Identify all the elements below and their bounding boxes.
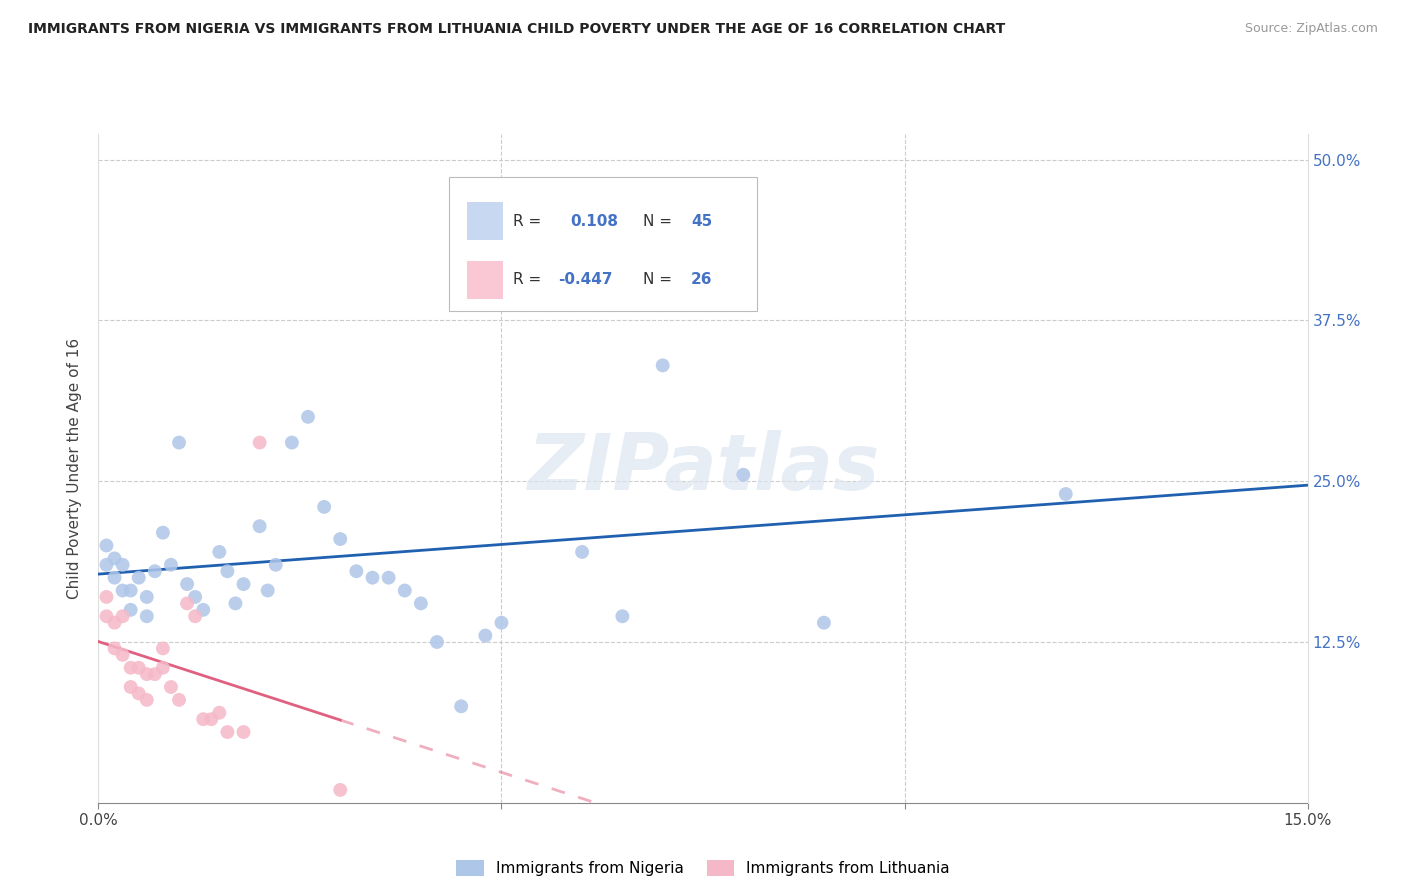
Point [176, 577, 198, 591]
Text: N =: N = [643, 214, 672, 229]
Point [200, 712, 222, 726]
Point [297, 409, 319, 424]
Point [184, 609, 207, 624]
Point [733, 467, 755, 482]
Point [256, 583, 278, 598]
Point [530, 243, 553, 257]
Point [361, 571, 384, 585]
Point [111, 609, 134, 624]
Point [193, 712, 215, 726]
Point [450, 699, 472, 714]
Text: -0.447: -0.447 [558, 272, 613, 287]
Point [96, 609, 118, 624]
Point [232, 725, 254, 739]
Point [1054, 487, 1077, 501]
Point [103, 551, 125, 566]
Point [249, 435, 271, 450]
Point [128, 686, 150, 700]
Legend: Immigrants from Nigeria, Immigrants from Lithuania: Immigrants from Nigeria, Immigrants from… [450, 854, 956, 882]
Point [135, 667, 157, 681]
Point [217, 564, 239, 578]
Point [249, 519, 271, 533]
Point [120, 603, 142, 617]
Point [571, 545, 593, 559]
Point [160, 680, 183, 694]
Point [208, 706, 231, 720]
Point [232, 577, 254, 591]
Point [176, 596, 198, 610]
Text: ZIPatlas: ZIPatlas [527, 430, 879, 507]
Point [96, 539, 118, 553]
Point [377, 571, 399, 585]
Point [96, 558, 118, 572]
Point [152, 661, 174, 675]
Point [264, 558, 287, 572]
Point [491, 615, 513, 630]
Point [184, 590, 207, 604]
Text: IMMIGRANTS FROM NIGERIA VS IMMIGRANTS FROM LITHUANIA CHILD POVERTY UNDER THE AGE: IMMIGRANTS FROM NIGERIA VS IMMIGRANTS FR… [28, 22, 1005, 37]
Point [128, 661, 150, 675]
Point [96, 590, 118, 604]
Point [128, 571, 150, 585]
Text: 45: 45 [690, 214, 713, 229]
Point [120, 583, 142, 598]
Point [474, 628, 496, 642]
Point [281, 435, 304, 450]
Text: R =: R = [513, 214, 541, 229]
Point [103, 641, 125, 656]
Point [394, 583, 416, 598]
Text: R =: R = [513, 272, 541, 287]
Point [143, 564, 166, 578]
Point [426, 635, 449, 649]
Text: Source: ZipAtlas.com: Source: ZipAtlas.com [1244, 22, 1378, 36]
Point [409, 596, 432, 610]
Point [143, 667, 166, 681]
Point [103, 615, 125, 630]
Point [135, 590, 157, 604]
Point [111, 648, 134, 662]
Point [120, 680, 142, 694]
FancyBboxPatch shape [467, 260, 503, 299]
Point [651, 359, 673, 373]
Point [217, 725, 239, 739]
Point [111, 583, 134, 598]
Point [329, 532, 352, 546]
FancyBboxPatch shape [449, 178, 758, 311]
Point [152, 525, 174, 540]
Point [160, 558, 183, 572]
Point [344, 564, 367, 578]
Point [329, 783, 352, 797]
Text: N =: N = [643, 272, 672, 287]
Point [208, 545, 231, 559]
Point [103, 571, 125, 585]
Text: 26: 26 [690, 272, 713, 287]
Point [135, 609, 157, 624]
Point [152, 641, 174, 656]
Point [167, 693, 190, 707]
Point [813, 615, 835, 630]
Y-axis label: Child Poverty Under the Age of 16: Child Poverty Under the Age of 16 [67, 338, 83, 599]
Point [314, 500, 336, 514]
Point [135, 693, 157, 707]
Point [167, 435, 190, 450]
Point [224, 596, 246, 610]
Point [120, 661, 142, 675]
Text: 0.108: 0.108 [569, 214, 619, 229]
Point [111, 558, 134, 572]
Point [193, 603, 215, 617]
FancyBboxPatch shape [467, 202, 503, 240]
Point [612, 609, 634, 624]
